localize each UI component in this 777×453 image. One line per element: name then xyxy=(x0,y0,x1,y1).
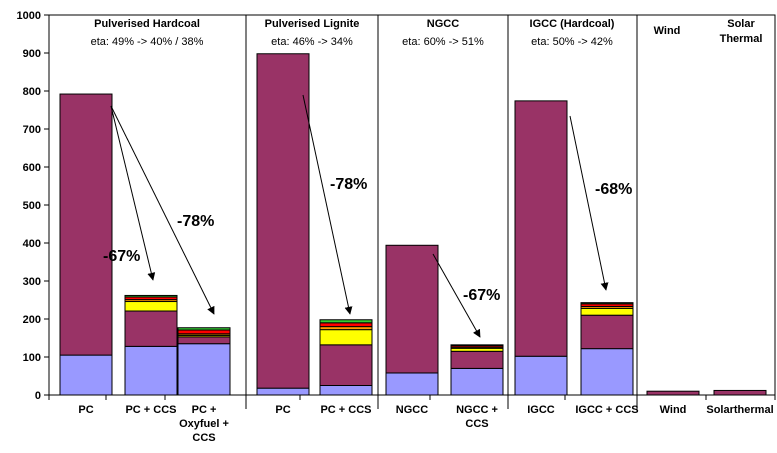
x-category-label: CCS xyxy=(192,432,215,444)
bar-segment-base xyxy=(177,343,231,396)
bar-segment-base xyxy=(256,387,310,396)
y-tick-label: 400 xyxy=(23,238,41,250)
bar xyxy=(256,53,310,396)
x-category-label: CCS xyxy=(465,418,488,430)
x-category-label: Solarthermal xyxy=(706,404,773,416)
bar-segment-main xyxy=(319,344,373,386)
bar-segment-main xyxy=(124,310,178,347)
bar-segment-yellow xyxy=(580,307,634,316)
bar-segment-main xyxy=(646,390,700,396)
bar-segment-base xyxy=(124,345,178,396)
reduction-arrow xyxy=(302,94,353,315)
y-tick-label: 0 xyxy=(35,390,41,402)
bar-segment-base xyxy=(59,354,113,396)
bar xyxy=(385,244,439,396)
x-category-label: Oxyfuel + xyxy=(179,418,229,430)
bar xyxy=(713,389,767,396)
bar-segment-green xyxy=(319,319,373,324)
y-tick-label: 900 xyxy=(23,48,41,60)
bar-segment-main xyxy=(256,53,310,389)
bar-segment-base xyxy=(319,385,373,396)
group-title: Pulverised Hardcoal xyxy=(94,18,200,30)
bar-segment-base xyxy=(514,355,568,396)
bar-segment-yellow xyxy=(124,301,178,312)
group-efficiency: eta: 50% -> 42% xyxy=(531,36,613,48)
group-title-line2: Thermal xyxy=(720,33,763,45)
bar-segment-base xyxy=(580,348,634,396)
group-efficiency: eta: 46% -> 34% xyxy=(271,36,353,48)
bar-segment-green xyxy=(124,294,178,298)
bar xyxy=(580,302,634,396)
x-category-label: PC + CCS xyxy=(320,404,371,416)
y-tick-label: 200 xyxy=(23,314,41,326)
reduction-arrow xyxy=(569,115,609,291)
bar-segment-yellow xyxy=(319,329,373,346)
reduction-arrow xyxy=(432,253,481,338)
x-category-label: PC + xyxy=(192,404,217,416)
reduction-label: -78% xyxy=(177,213,214,230)
bar xyxy=(124,294,178,396)
group-dividers xyxy=(48,15,776,409)
bar xyxy=(319,319,373,396)
bar-segment-main xyxy=(177,336,231,345)
group-efficiency: eta: 60% -> 51% xyxy=(402,36,484,48)
group-title: NGCC xyxy=(427,18,459,30)
y-tick-label: 600 xyxy=(23,162,41,174)
y-tick-label: 700 xyxy=(23,124,41,136)
group-title: Solar xyxy=(727,18,755,30)
x-category-label: PC xyxy=(78,404,93,416)
bar xyxy=(59,93,113,396)
bar-segment-main xyxy=(385,244,439,374)
x-category-label: IGCC + CCS xyxy=(575,404,638,416)
bar-segment-base xyxy=(385,372,439,396)
x-category-label: NGCC + xyxy=(456,404,498,416)
reduction-label: -78% xyxy=(330,176,367,193)
bar xyxy=(177,327,231,396)
y-tick-label: 300 xyxy=(23,276,41,288)
y-tick-label: 500 xyxy=(23,200,41,212)
reduction-arrow xyxy=(110,105,156,281)
reduction-arrow xyxy=(110,105,215,315)
reduction-label: -67% xyxy=(463,287,500,304)
group-efficiency: eta: 49% -> 40% / 38% xyxy=(91,36,204,48)
x-category-label: NGCC xyxy=(396,404,428,416)
bar-segment-main xyxy=(580,314,634,350)
bar-segment-main xyxy=(514,100,568,357)
reduction-label: -67% xyxy=(103,248,140,265)
bar xyxy=(450,344,504,396)
y-tick-label: 100 xyxy=(23,352,41,364)
bar-segment-main xyxy=(59,93,113,356)
group-title: Pulverised Lignite xyxy=(265,18,360,30)
x-category-label: PC + CCS xyxy=(125,404,176,416)
group-title: IGCC (Hardcoal) xyxy=(530,18,615,30)
x-category-label: Wind xyxy=(660,404,687,416)
bar xyxy=(514,100,568,396)
bar-segment-red xyxy=(177,329,231,335)
bar-segment-green xyxy=(177,327,231,331)
bar-segment-main xyxy=(450,350,504,369)
reduction-label: -68% xyxy=(595,181,632,198)
bar-segment-green xyxy=(580,302,634,305)
group-title: Wind xyxy=(654,25,681,37)
reduction-arrows: -67% -78% -78% -67% -68% xyxy=(103,94,632,338)
y-tick-label: 1000 xyxy=(17,10,41,22)
y-axis: 0 100 200 300 400 500 600 700 800 900 1000 xyxy=(17,10,49,402)
bars xyxy=(59,53,767,396)
y-tick-label: 800 xyxy=(23,86,41,98)
bar-segment-base xyxy=(450,367,504,396)
x-category-label: PC xyxy=(275,404,290,416)
bar-segment-red xyxy=(319,322,373,328)
x-category-label: IGCC xyxy=(527,404,555,416)
bar-segment-green xyxy=(450,344,504,347)
group-headers: Pulverised Hardcoal eta: 49% -> 40% / 38%… xyxy=(91,18,763,48)
bar-segment-main xyxy=(713,389,767,396)
bar xyxy=(646,390,700,396)
x-axis-labels: PC PC + CCS PC + Oxyfuel + CCS PC PC + CCS NGCC… xyxy=(78,404,773,444)
